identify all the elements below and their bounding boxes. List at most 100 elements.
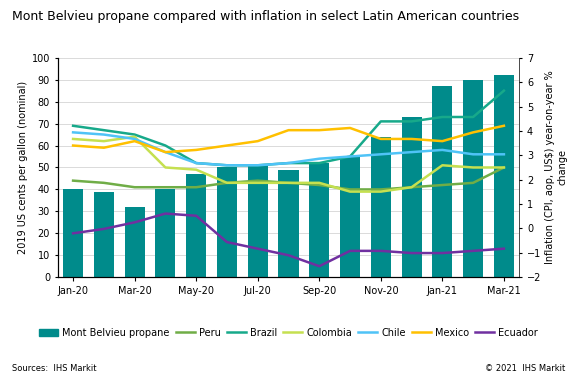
Mexico — [500, 124, 507, 128]
Ecuador — [470, 249, 477, 253]
Mexico — [193, 147, 200, 152]
Brazil — [162, 143, 169, 148]
Brazil — [500, 89, 507, 93]
Brazil — [470, 115, 477, 119]
Bar — [155, 189, 175, 277]
Bar — [186, 174, 206, 277]
Peru — [470, 181, 477, 185]
Peru — [408, 185, 415, 189]
Peru — [162, 185, 169, 189]
Mexico — [70, 143, 77, 148]
Ecuador — [100, 227, 107, 231]
Ecuador — [254, 246, 261, 251]
Chile — [193, 161, 200, 166]
Ecuador — [131, 220, 138, 224]
Bar — [432, 86, 452, 277]
Ecuador — [223, 240, 230, 244]
Peru — [100, 181, 107, 185]
Chile — [377, 152, 384, 157]
Brazil — [254, 163, 261, 167]
Brazil — [193, 161, 200, 166]
Line: Ecuador: Ecuador — [73, 214, 504, 266]
Ecuador — [408, 251, 415, 255]
Peru — [347, 187, 354, 192]
Ecuador — [377, 249, 384, 253]
Colombia — [285, 181, 292, 185]
Ecuador — [70, 231, 77, 236]
Peru — [131, 185, 138, 189]
Mexico — [377, 137, 384, 141]
Ecuador — [500, 246, 507, 251]
Colombia — [500, 165, 507, 170]
Peru — [223, 181, 230, 185]
Peru — [377, 187, 384, 192]
Chile — [254, 163, 261, 167]
Chile — [131, 137, 138, 141]
Brazil — [100, 128, 107, 132]
Chile — [100, 132, 107, 137]
Bar — [494, 75, 514, 277]
Y-axis label: Inflation (CPI, aop, US$) year-on-year %
change: Inflation (CPI, aop, US$) year-on-year %… — [545, 70, 567, 264]
Line: Chile: Chile — [73, 132, 504, 165]
Mexico — [439, 139, 446, 144]
Peru — [70, 178, 77, 183]
Brazil — [70, 124, 77, 128]
Chile — [223, 163, 230, 167]
Brazil — [223, 163, 230, 167]
Legend: Mont Belvieu propane, Peru, Brazil, Colombia, Chile, Mexico, Ecuador: Mont Belvieu propane, Peru, Brazil, Colo… — [35, 324, 542, 341]
Ecuador — [316, 264, 323, 269]
Brazil — [377, 119, 384, 124]
Colombia — [193, 167, 200, 172]
Chile — [408, 150, 415, 154]
Peru — [193, 185, 200, 189]
Chile — [70, 130, 77, 135]
Peru — [316, 183, 323, 187]
Bar — [217, 167, 237, 277]
Colombia — [470, 165, 477, 170]
Colombia — [316, 181, 323, 185]
Chile — [500, 152, 507, 157]
Mexico — [316, 128, 323, 132]
Text: Sources:  IHS Markit: Sources: IHS Markit — [12, 364, 96, 373]
Colombia — [70, 137, 77, 141]
Mexico — [131, 139, 138, 144]
Peru — [254, 178, 261, 183]
Bar — [402, 117, 422, 277]
Chile — [285, 161, 292, 166]
Peru — [439, 183, 446, 187]
Brazil — [439, 115, 446, 119]
Ecuador — [439, 251, 446, 255]
Bar — [279, 170, 298, 277]
Colombia — [439, 163, 446, 167]
Brazil — [316, 161, 323, 166]
Colombia — [347, 189, 354, 194]
Bar — [125, 207, 145, 277]
Colombia — [223, 181, 230, 185]
Text: Mont Belvieu propane compared with inflation in select Latin American countries: Mont Belvieu propane compared with infla… — [12, 10, 519, 23]
Y-axis label: 2019 US cents per gallon (nominal): 2019 US cents per gallon (nominal) — [17, 81, 28, 254]
Peru — [500, 165, 507, 170]
Mexico — [408, 137, 415, 141]
Ecuador — [285, 253, 292, 258]
Brazil — [347, 154, 354, 159]
Brazil — [408, 119, 415, 124]
Peru — [285, 181, 292, 185]
Mexico — [100, 146, 107, 150]
Bar — [248, 165, 268, 277]
Mexico — [347, 126, 354, 130]
Bar — [463, 80, 483, 277]
Bar — [63, 189, 83, 277]
Ecuador — [162, 211, 169, 216]
Brazil — [285, 161, 292, 166]
Mexico — [254, 139, 261, 144]
Colombia — [408, 185, 415, 189]
Bar — [340, 156, 360, 277]
Bar — [371, 137, 391, 277]
Mexico — [285, 128, 292, 132]
Colombia — [131, 134, 138, 139]
Mexico — [470, 130, 477, 135]
Line: Colombia: Colombia — [73, 137, 504, 192]
Colombia — [100, 139, 107, 144]
Brazil — [131, 132, 138, 137]
Chile — [162, 150, 169, 154]
